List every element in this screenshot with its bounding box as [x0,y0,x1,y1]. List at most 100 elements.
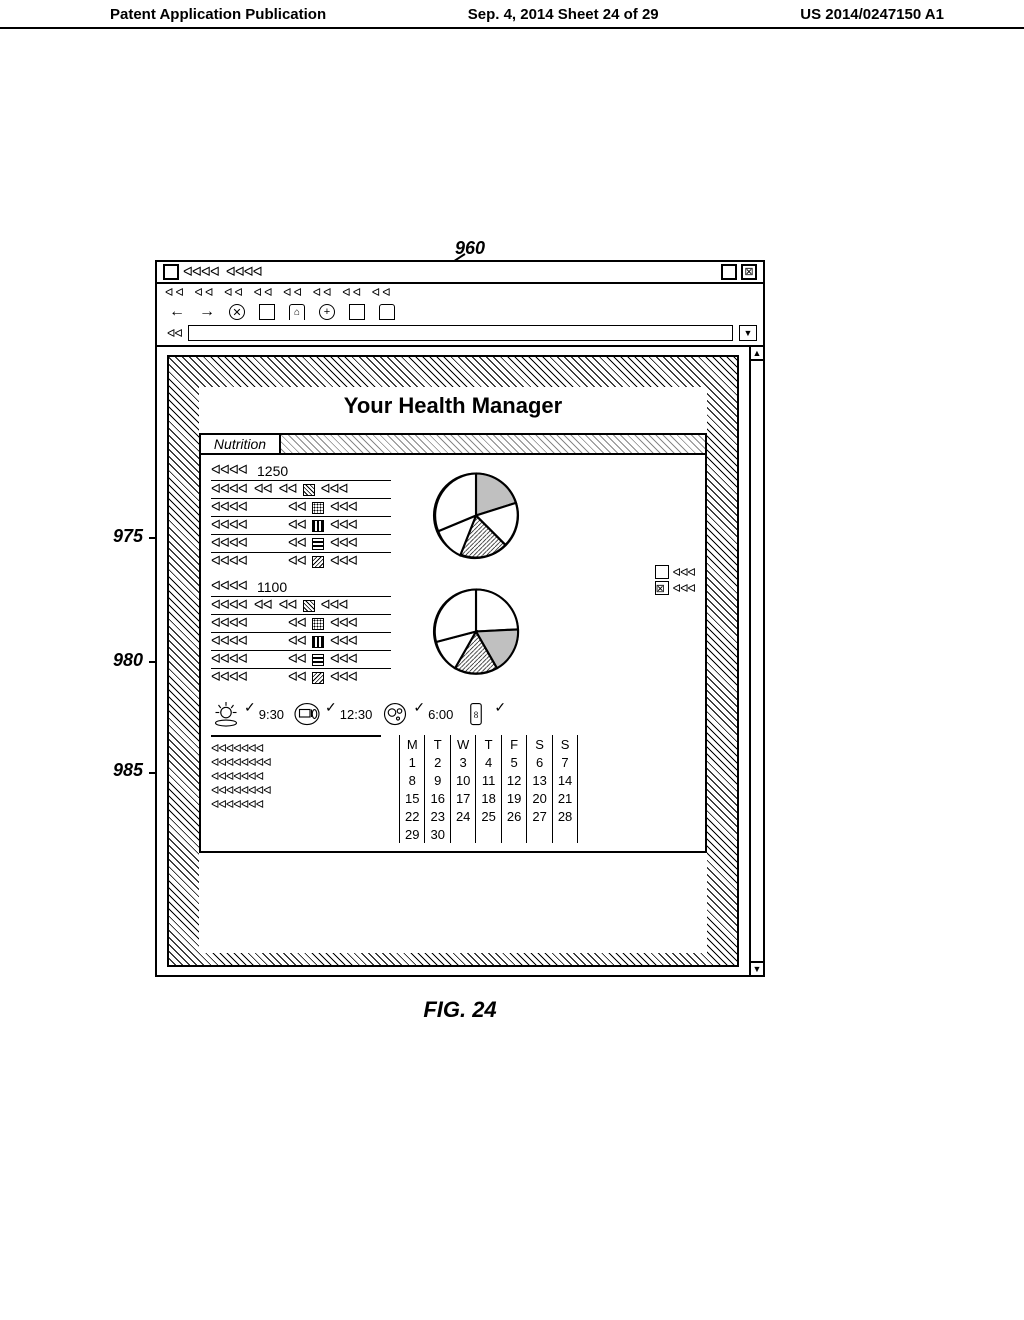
cal-day[interactable] [501,825,526,843]
sandwich-icon [292,699,322,729]
toolbar: ← → ✕ ⌂ + [157,301,763,323]
cal-day[interactable]: 18 [476,789,501,807]
notes-area: ᐊᐊᐊᐊᐊᐊᐊ ᐊᐊᐊᐊᐊᐊᐊᐊ ᐊᐊᐊᐊᐊᐊᐊ ᐊᐊᐊᐊᐊᐊᐊᐊ ᐊᐊᐊᐊᐊᐊ… [211,735,381,843]
scroll-up-button[interactable]: ▲ [751,347,763,361]
figure-area: 960 975 980 985 965 970 990 995 ᐊᐊᐊᐊ ᐊᐊᐊ… [155,260,765,1023]
titlebar: ᐊᐊᐊᐊ ᐊᐊᐊᐊ ⊠ [157,262,763,284]
header-right: US 2014/0247150 A1 [800,6,944,23]
cal-day[interactable] [527,825,552,843]
legend-box-1 [655,565,669,579]
cal-day[interactable]: 11 [476,771,501,789]
cal-day[interactable]: 8 [400,771,425,789]
close-button[interactable]: ⊠ [741,264,757,280]
cal-day[interactable]: 21 [552,789,577,807]
swatch-icon [312,556,324,568]
meal-2-time: 12:30 [340,707,373,722]
swatch-icon [312,654,324,666]
cal-day[interactable]: 14 [552,771,577,789]
tb-icon-1[interactable] [259,304,275,320]
swatch-icon [303,484,315,496]
cal-day[interactable]: 2 [425,753,450,771]
cal-value-2: 1100 [257,579,287,595]
cal-day[interactable]: 7 [552,753,577,771]
ref-985: 985 [113,760,143,781]
cal-day[interactable]: 25 [476,807,501,825]
tb-icon-3[interactable] [379,304,395,320]
app-title: Your Health Manager [199,393,707,419]
cal-day[interactable]: 28 [552,807,577,825]
cal-day[interactable]: 24 [450,807,475,825]
swatch-icon [312,636,324,648]
cal-day[interactable]: 10 [450,771,475,789]
swatch-icon [312,672,324,684]
scrollbar[interactable]: ▲ ▼ [749,347,763,975]
cal-day[interactable]: 22 [400,807,425,825]
swatch-icon [312,520,324,532]
cal-header: T [425,735,450,753]
cal-day[interactable]: 1 [400,753,425,771]
calendar[interactable]: MTWTFSS123456789101112131415161718192021… [399,735,578,843]
cal-day[interactable]: 5 [501,753,526,771]
cal-header: M [400,735,425,753]
meals-row: ✓ 9:30 ✓ 12:30 ✓ 6:00 [211,695,695,729]
nutrition-tab[interactable]: Nutrition [201,435,281,453]
cal-day[interactable]: 19 [501,789,526,807]
menubar[interactable]: ᐊᐊ ᐊᐊ ᐊᐊ ᐊᐊ ᐊᐊ ᐊᐊ ᐊᐊ ᐊᐊ [157,284,763,301]
cal-day[interactable]: 15 [400,789,425,807]
back-button[interactable]: ← [169,303,185,321]
cal-day[interactable]: 29 [400,825,425,843]
cal-day[interactable]: 4 [476,753,501,771]
meal-breakfast[interactable]: ✓ 9:30 [211,699,284,729]
meal-dinner[interactable]: ✓ 6:00 [380,699,453,729]
cal-day[interactable]: 9 [425,771,450,789]
cal-day[interactable]: 20 [527,789,552,807]
svg-text:8: 8 [474,710,479,720]
cal-day[interactable]: 23 [425,807,450,825]
minimize-button[interactable] [721,264,737,280]
nutrition-list-1: ᐊᐊᐊᐊ1250 ᐊᐊᐊᐊ ᐊᐊ ᐊᐊᐊᐊᐊ ᐊᐊᐊᐊ ᐊᐊᐊᐊᐊ ᐊᐊᐊᐊ ᐊ… [211,463,391,573]
cal-day[interactable]: 3 [450,753,475,771]
meal-lunch[interactable]: ✓ 12:30 [292,699,372,729]
cal-day[interactable] [552,825,577,843]
nutrition-block-1: ᐊᐊᐊᐊ1250 ᐊᐊᐊᐊ ᐊᐊ ᐊᐊᐊᐊᐊ ᐊᐊᐊᐊ ᐊᐊᐊᐊᐊ ᐊᐊᐊᐊ ᐊ… [211,463,695,573]
cal-header: S [527,735,552,753]
address-dropdown[interactable]: ▼ [739,325,757,341]
swatch-icon [312,618,324,630]
scroll-down-button[interactable]: ▼ [751,961,763,975]
home-icon[interactable]: ⌂ [289,304,305,320]
cal-day[interactable]: 16 [425,789,450,807]
check-icon: ✓ [413,699,425,716]
cal-day[interactable]: 13 [527,771,552,789]
meal-water[interactable]: 8 ✓ [461,699,506,729]
meal-3-time: 6:00 [428,707,453,722]
header-center: Sep. 4, 2014 Sheet 24 of 29 [468,6,659,23]
swatch-icon [312,538,324,550]
cal-day[interactable]: 17 [450,789,475,807]
cal-day[interactable] [450,825,475,843]
swatch-icon [303,600,315,612]
cal-header: T [476,735,501,753]
cal-day[interactable]: 6 [527,753,552,771]
address-input[interactable] [188,325,733,341]
cal-day[interactable] [476,825,501,843]
check-icon: ✓ [494,699,506,716]
address-bar: ᐊᐊ ▼ [157,323,763,345]
cal-day[interactable]: 27 [527,807,552,825]
app-icon [163,264,179,280]
outer-panel: Your Health Manager Nutrition ᐊᐊᐊᐊ1250 ᐊ… [167,355,739,967]
nutrition-block-2: ᐊᐊᐊᐊ1100 ᐊᐊᐊᐊ ᐊᐊ ᐊᐊᐊᐊᐊ ᐊᐊᐊᐊ ᐊᐊᐊᐊᐊ ᐊᐊᐊᐊ ᐊ… [211,579,695,689]
forward-button[interactable]: → [199,303,215,321]
cal-day[interactable]: 26 [501,807,526,825]
tb-icon-plus[interactable]: + [319,304,335,320]
ref-975: 975 [113,526,143,547]
browser-window: ᐊᐊᐊᐊ ᐊᐊᐊᐊ ⊠ ᐊᐊ ᐊᐊ ᐊᐊ ᐊᐊ ᐊᐊ ᐊᐊ ᐊᐊ ᐊᐊ ← → … [155,260,765,977]
cal-day[interactable]: 12 [501,771,526,789]
cal-value-1: 1250 [257,463,288,479]
check-icon: ✓ [325,699,337,716]
tb-icon-2[interactable] [349,304,365,320]
stop-button[interactable]: ✕ [229,304,245,320]
cal-header: W [450,735,475,753]
nutrition-list-2: ᐊᐊᐊᐊ1100 ᐊᐊᐊᐊ ᐊᐊ ᐊᐊᐊᐊᐊ ᐊᐊᐊᐊ ᐊᐊᐊᐊᐊ ᐊᐊᐊᐊ ᐊ… [211,579,391,689]
cal-day[interactable]: 30 [425,825,450,843]
check-icon: ✓ [244,699,256,716]
